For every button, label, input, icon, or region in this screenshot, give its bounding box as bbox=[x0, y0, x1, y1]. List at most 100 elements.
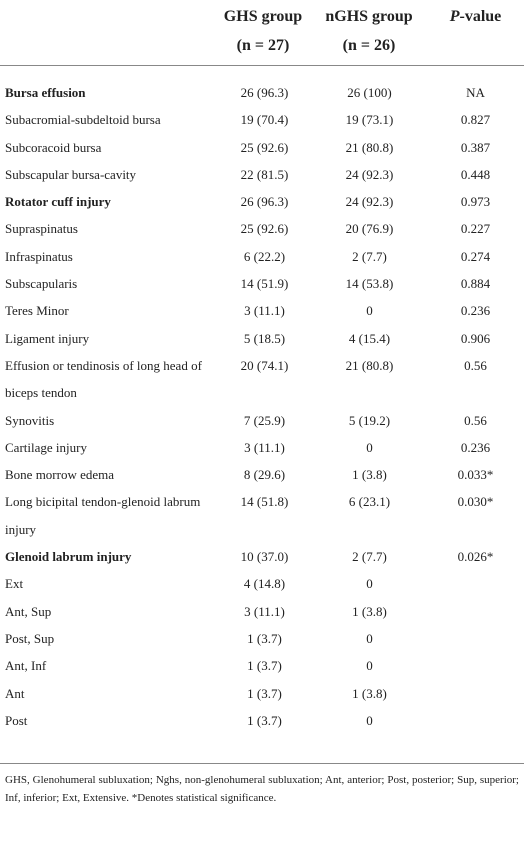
table-row: Infraspinatus 6 (22.2) 2 (7.7) 0.274 bbox=[0, 243, 524, 270]
nghs-cell: 0 bbox=[366, 630, 373, 646]
p-value-cell bbox=[427, 598, 524, 625]
p-value-cell: 0.827 bbox=[460, 112, 491, 128]
nghs-cell: 21 (80.8) bbox=[345, 357, 394, 373]
p-value-cell: 0.56 bbox=[464, 412, 487, 428]
row-label: Post, Sup bbox=[5, 630, 55, 646]
table-row: Long bicipital tendon-glenoid labrum inj… bbox=[0, 488, 524, 543]
ghs-cell: 3 (11.1) bbox=[244, 303, 285, 319]
ghs-cell: 14 (51.8) bbox=[240, 494, 289, 510]
nghs-cell: 26 (100) bbox=[347, 85, 392, 100]
p-value-cell: 0.448 bbox=[460, 166, 491, 182]
row-label: Post bbox=[5, 712, 28, 728]
column-header: P-value bbox=[427, 2, 524, 31]
ghs-cell: 1 (3.7) bbox=[247, 712, 282, 728]
p-value-cell bbox=[427, 652, 524, 679]
p-value-cell: 0.026* bbox=[457, 549, 494, 565]
ghs-cell: 22 (81.5) bbox=[240, 166, 289, 182]
p-value-cell: 0.274 bbox=[460, 248, 491, 264]
p-value-cell: 0.030* bbox=[457, 494, 494, 510]
row-label: Teres Minor bbox=[5, 303, 69, 319]
table-body: Bursa effusion 26 (96.3) 26 (100) NA Subacro… bbox=[0, 79, 524, 734]
column-name: GHS group bbox=[223, 8, 303, 25]
nghs-cell: 6 (23.1) bbox=[348, 494, 391, 510]
p-value-cell bbox=[427, 570, 524, 597]
nghs-cell: 0 bbox=[366, 712, 373, 728]
footnote: GHS, Glenohumeral subluxation; Nghs, non… bbox=[5, 774, 519, 804]
ghs-cell: 3 (11.1) bbox=[244, 439, 285, 455]
row-label: Effusion or tendinosis of long head of b… bbox=[5, 357, 202, 401]
row-label: Glenoid labrum injury bbox=[5, 549, 132, 565]
p-value-cell: 0.236 bbox=[460, 303, 491, 319]
p-value-cell bbox=[427, 707, 524, 734]
table-row: Post, Sup 1 (3.7) 0 bbox=[0, 625, 524, 652]
p-value-cell bbox=[427, 680, 524, 707]
row-label: Long bicipital tendon-glenoid labrum inj… bbox=[5, 494, 201, 537]
nghs-cell: 4 (15.4) bbox=[348, 330, 391, 346]
ghs-cell: 1 (3.7) bbox=[247, 685, 282, 701]
p-value-cell: NA bbox=[466, 85, 485, 100]
p-italic: P bbox=[449, 8, 460, 25]
table-row: Supraspinatus 25 (92.6) 20 (76.9) 0.227 bbox=[0, 215, 524, 242]
ghs-cell: 26 (96.3) bbox=[240, 194, 289, 210]
row-label: Supraspinatus bbox=[5, 221, 78, 237]
table-row: Glenoid labrum injury 10 (37.0) 2 (7.7) 0.0… bbox=[0, 543, 524, 570]
row-label: Cartilage injury bbox=[5, 439, 87, 455]
table-row: Post 1 (3.7) 0 bbox=[0, 707, 524, 734]
table-header: GHS group (n = 27) nGHS group (n = 26) P… bbox=[0, 0, 524, 66]
column-header: GHS group (n = 27) bbox=[215, 2, 311, 60]
table-row: Effusion or tendinosis of long head of b… bbox=[0, 352, 524, 407]
nghs-cell: 24 (92.3) bbox=[345, 194, 394, 210]
nghs-cell: 5 (19.2) bbox=[348, 412, 391, 428]
ghs-cell: 1 (3.7) bbox=[247, 658, 282, 674]
column-name: nGHS group bbox=[325, 8, 413, 25]
table-row: Cartilage injury 3 (11.1) 0 0.236 bbox=[0, 434, 524, 461]
table-row: Teres Minor 3 (11.1) 0 0.236 bbox=[0, 297, 524, 324]
row-label: Synovitis bbox=[5, 412, 55, 428]
bottom-rule bbox=[0, 763, 524, 764]
column-n: (n = 27) bbox=[236, 37, 290, 54]
ghs-cell: 25 (92.6) bbox=[240, 139, 289, 155]
nghs-cell: 1 (3.8) bbox=[352, 685, 387, 701]
ghs-cell: 5 (18.5) bbox=[243, 330, 286, 346]
ghs-cell: 4 (14.8) bbox=[243, 576, 286, 592]
row-label: Ant, Sup bbox=[5, 603, 52, 619]
p-value-cell: 0.56 bbox=[464, 357, 487, 373]
table-row: Ext 4 (14.8) 0 bbox=[0, 570, 524, 597]
nghs-cell: 2 (7.7) bbox=[352, 549, 387, 565]
ghs-cell: 14 (51.9) bbox=[240, 276, 289, 292]
table-row: Subcoracoid bursa 25 (92.6) 21 (80.8) 0.387 bbox=[0, 134, 524, 161]
row-label: Subcoracoid bursa bbox=[5, 139, 102, 155]
table-row: Subscapularis 14 (51.9) 14 (53.8) 0.884 bbox=[0, 270, 524, 297]
ghs-cell: 26 (96.3) bbox=[240, 85, 289, 100]
row-label: Rotator cuff injury bbox=[5, 194, 111, 210]
p-value-cell: 0.884 bbox=[460, 276, 491, 292]
table-row: Subacromial-subdeltoid bursa 19 (70.4) 19 … bbox=[0, 106, 524, 133]
row-label: Bone morrow edema bbox=[5, 467, 115, 483]
row-label: Subscapular bursa-cavity bbox=[5, 166, 137, 182]
table-row: Rotator cuff injury 26 (96.3) 24 (92.3) 0.9… bbox=[0, 188, 524, 215]
nghs-cell: 19 (73.1) bbox=[345, 112, 394, 128]
column-n: (n = 26) bbox=[342, 37, 396, 54]
ghs-cell: 3 (11.1) bbox=[244, 603, 285, 619]
table-row: Ant 1 (3.7) 1 (3.8) bbox=[0, 680, 524, 707]
p-value-cell: 0.227 bbox=[460, 221, 491, 237]
ghs-cell: 8 (29.6) bbox=[243, 467, 286, 483]
ghs-cell: 1 (3.7) bbox=[247, 630, 282, 646]
nghs-cell: 0 bbox=[366, 576, 373, 592]
p-value-cell bbox=[427, 625, 524, 652]
row-label: Bursa effusion bbox=[5, 85, 86, 100]
row-label: Ligament injury bbox=[5, 330, 90, 346]
row-label: Ant bbox=[5, 685, 25, 701]
p-value-cell: 0.973 bbox=[460, 194, 491, 210]
table-row: Ligament injury 5 (18.5) 4 (15.4) 0.906 bbox=[0, 325, 524, 352]
nghs-cell: 0 bbox=[366, 439, 373, 455]
nghs-cell: 2 (7.7) bbox=[352, 248, 387, 264]
nghs-cell: 1 (3.8) bbox=[352, 467, 387, 483]
table-row: Bone morrow edema 8 (29.6) 1 (3.8) 0.033* bbox=[0, 461, 524, 488]
row-label: Subscapularis bbox=[5, 276, 78, 292]
ghs-cell: 7 (25.9) bbox=[243, 412, 286, 428]
table-row: Subscapular bursa-cavity 22 (81.5) 24 (92.… bbox=[0, 161, 524, 188]
ghs-cell: 19 (70.4) bbox=[240, 112, 289, 128]
table-row: Ant, Inf 1 (3.7) 0 bbox=[0, 652, 524, 679]
